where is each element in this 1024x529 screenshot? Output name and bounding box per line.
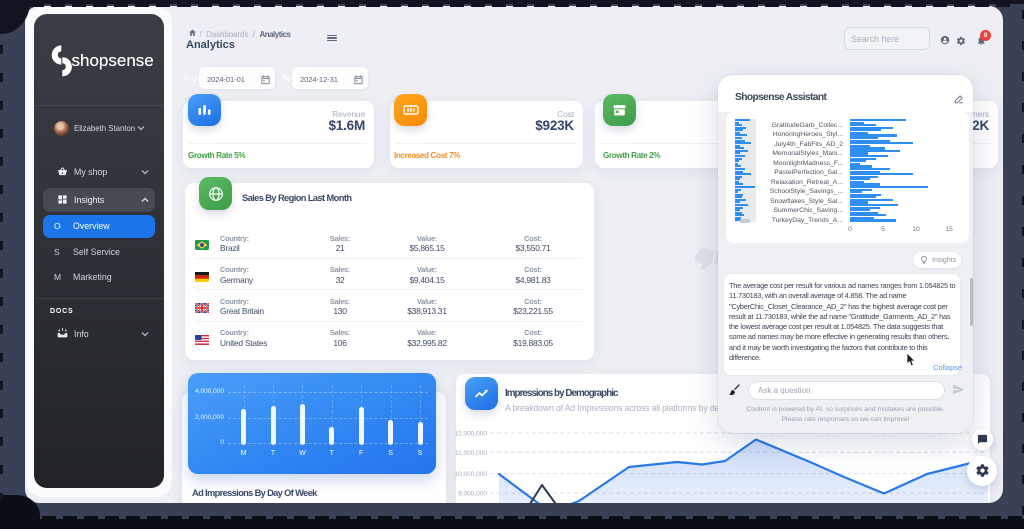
svg-text:10,000,000: 10,000,000 <box>454 471 487 478</box>
svg-text:11,000,000: 11,000,000 <box>455 450 487 457</box>
svg-text:12,000,000: 12,000,000 <box>454 431 487 438</box>
svg-text:9,000,000: 9,000,000 <box>458 491 487 498</box>
